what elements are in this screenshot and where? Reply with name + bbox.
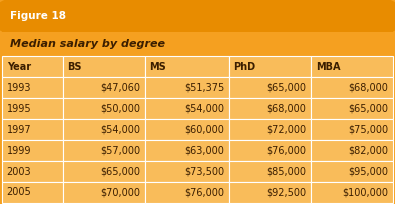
Text: $68,000: $68,000 bbox=[348, 83, 388, 93]
Text: $82,000: $82,000 bbox=[348, 145, 388, 155]
Text: $72,000: $72,000 bbox=[266, 124, 306, 135]
Text: 2005: 2005 bbox=[7, 187, 32, 197]
Text: 1999: 1999 bbox=[7, 145, 31, 155]
Text: $63,000: $63,000 bbox=[184, 145, 224, 155]
Bar bbox=[145, 182, 229, 203]
Text: $95,000: $95,000 bbox=[348, 166, 388, 176]
Text: Figure 18: Figure 18 bbox=[10, 11, 66, 21]
Text: $92,500: $92,500 bbox=[266, 187, 306, 197]
Bar bbox=[311, 56, 393, 77]
Bar bbox=[2, 56, 62, 77]
Bar bbox=[62, 98, 145, 119]
Text: $50,000: $50,000 bbox=[100, 104, 140, 114]
Bar bbox=[62, 182, 145, 203]
Text: $54,000: $54,000 bbox=[184, 104, 224, 114]
Bar bbox=[2, 19, 393, 32]
Text: $100,000: $100,000 bbox=[342, 187, 388, 197]
Bar bbox=[311, 98, 393, 119]
Text: $54,000: $54,000 bbox=[100, 124, 140, 135]
Bar bbox=[62, 56, 145, 77]
Text: 2003: 2003 bbox=[7, 166, 31, 176]
Bar bbox=[2, 32, 393, 56]
Bar bbox=[229, 161, 311, 182]
Bar bbox=[229, 98, 311, 119]
Bar bbox=[311, 161, 393, 182]
Text: MS: MS bbox=[149, 62, 166, 72]
Bar bbox=[2, 77, 62, 98]
Text: Year: Year bbox=[7, 62, 31, 72]
Text: 1997: 1997 bbox=[7, 124, 31, 135]
Bar bbox=[145, 98, 229, 119]
Text: $65,000: $65,000 bbox=[348, 104, 388, 114]
Text: $65,000: $65,000 bbox=[100, 166, 140, 176]
Text: $85,000: $85,000 bbox=[266, 166, 306, 176]
Bar bbox=[229, 182, 311, 203]
Text: $75,000: $75,000 bbox=[348, 124, 388, 135]
Bar bbox=[62, 140, 145, 161]
Text: $57,000: $57,000 bbox=[100, 145, 140, 155]
Text: $65,000: $65,000 bbox=[266, 83, 306, 93]
Bar bbox=[2, 98, 62, 119]
Text: $51,375: $51,375 bbox=[184, 83, 224, 93]
Bar bbox=[311, 182, 393, 203]
Bar bbox=[2, 182, 62, 203]
Text: 1995: 1995 bbox=[7, 104, 31, 114]
Text: MBA: MBA bbox=[316, 62, 340, 72]
Bar bbox=[145, 56, 229, 77]
Text: $73,500: $73,500 bbox=[184, 166, 224, 176]
FancyBboxPatch shape bbox=[0, 0, 395, 35]
Bar bbox=[2, 140, 62, 161]
Bar bbox=[229, 119, 311, 140]
Text: $76,000: $76,000 bbox=[266, 145, 306, 155]
Bar bbox=[145, 140, 229, 161]
Bar bbox=[229, 77, 311, 98]
Bar bbox=[311, 140, 393, 161]
Bar bbox=[145, 119, 229, 140]
Bar bbox=[62, 119, 145, 140]
Bar bbox=[311, 119, 393, 140]
Text: $60,000: $60,000 bbox=[184, 124, 224, 135]
Text: $70,000: $70,000 bbox=[100, 187, 140, 197]
Text: $68,000: $68,000 bbox=[266, 104, 306, 114]
Bar bbox=[62, 77, 145, 98]
Bar bbox=[145, 77, 229, 98]
Text: $76,000: $76,000 bbox=[184, 187, 224, 197]
Bar bbox=[229, 56, 311, 77]
Bar bbox=[2, 119, 62, 140]
Text: PhD: PhD bbox=[233, 62, 256, 72]
Text: 1993: 1993 bbox=[7, 83, 31, 93]
Bar bbox=[311, 77, 393, 98]
Text: Median salary by degree: Median salary by degree bbox=[10, 39, 165, 49]
Text: $47,060: $47,060 bbox=[100, 83, 140, 93]
Bar bbox=[62, 161, 145, 182]
Bar bbox=[229, 140, 311, 161]
Bar bbox=[145, 161, 229, 182]
Bar bbox=[2, 161, 62, 182]
Text: BS: BS bbox=[67, 62, 82, 72]
